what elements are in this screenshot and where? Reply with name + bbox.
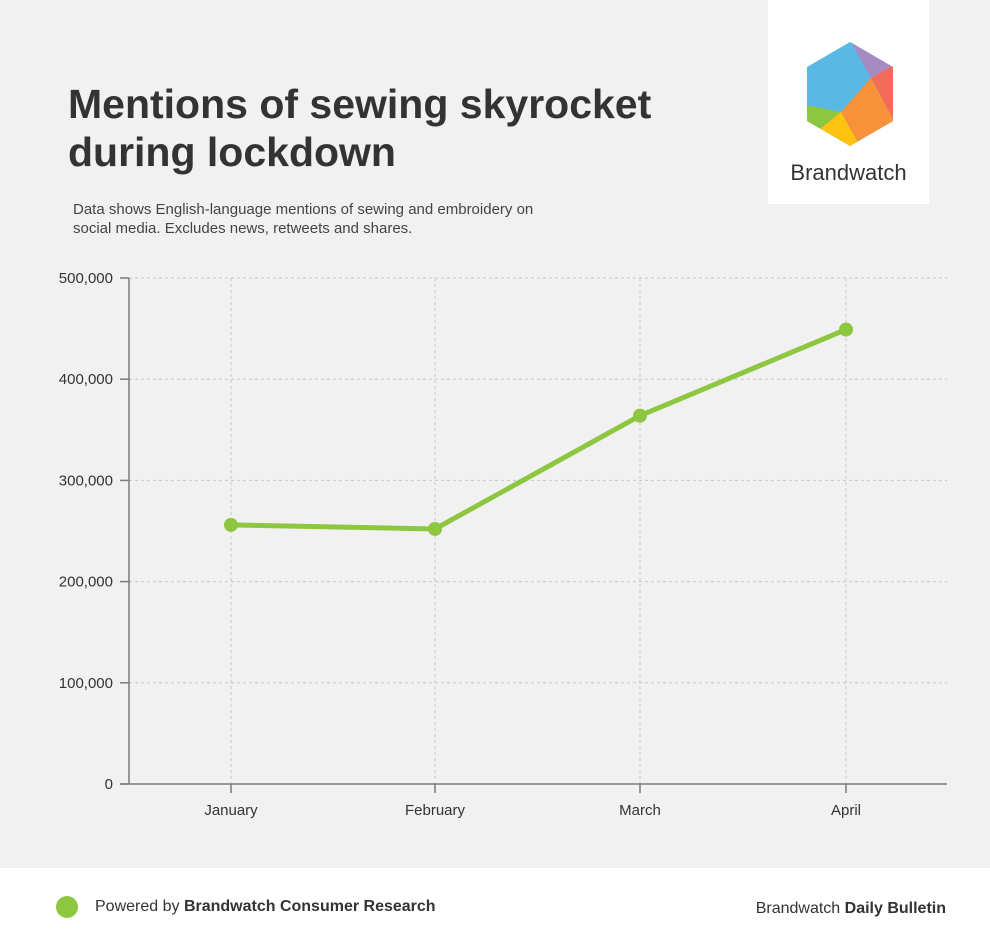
data-point xyxy=(633,408,647,423)
chart-panel: Mentions of sewing skyrocket during lock… xyxy=(0,0,990,868)
brand-name: Brandwatch xyxy=(790,160,907,185)
gridlines xyxy=(129,277,947,784)
y-tick-label: 200,000 xyxy=(59,574,113,591)
y-tick-label: 100,000 xyxy=(59,675,113,692)
footer-publication-name: Daily Bulletin xyxy=(844,900,946,917)
x-tick-label: March xyxy=(619,802,661,819)
footer-credit-brand: Brandwatch Consumer Research xyxy=(183,898,436,915)
series-layer xyxy=(224,322,853,536)
x-axis-ticks: January February March April xyxy=(204,784,861,819)
data-point xyxy=(839,322,853,337)
y-tick-label: 0 xyxy=(105,776,113,793)
y-axis-ticks: 0 100,000 200,000 300,000 400,000 500,000 xyxy=(59,270,129,793)
series-line xyxy=(228,327,849,532)
footer-publication: Brandwatch Daily Bulletin xyxy=(756,900,946,918)
y-tick-label: 400,000 xyxy=(59,371,113,388)
brand-logo: Brandwatch xyxy=(768,0,929,204)
footer-publication-prefix: Brandwatch xyxy=(755,900,845,917)
chart-subtitle: Data shows English-language mentions of … xyxy=(73,201,534,237)
footer-credit-prefix: Powered by xyxy=(95,898,184,915)
axes xyxy=(120,278,947,785)
hexagon-logo-icon xyxy=(807,42,893,146)
data-point xyxy=(224,517,238,532)
y-tick-label: 300,000 xyxy=(59,472,113,489)
footer: Powered by Brandwatch Consumer Research … xyxy=(0,868,990,948)
page-title: Mentions of sewing skyrocket during lock… xyxy=(68,81,652,175)
data-point xyxy=(428,521,442,536)
y-tick-label: 500,000 xyxy=(59,270,113,287)
x-tick-label: February xyxy=(405,802,466,819)
line-chart: 0 100,000 200,000 300,000 400,000 500,000 Jan… xyxy=(59,270,947,819)
x-tick-label: April xyxy=(831,802,861,819)
x-tick-label: January xyxy=(204,802,258,819)
footer-credit: Powered by Brandwatch Consumer Research xyxy=(95,898,436,916)
footer-dot-icon xyxy=(56,896,78,918)
